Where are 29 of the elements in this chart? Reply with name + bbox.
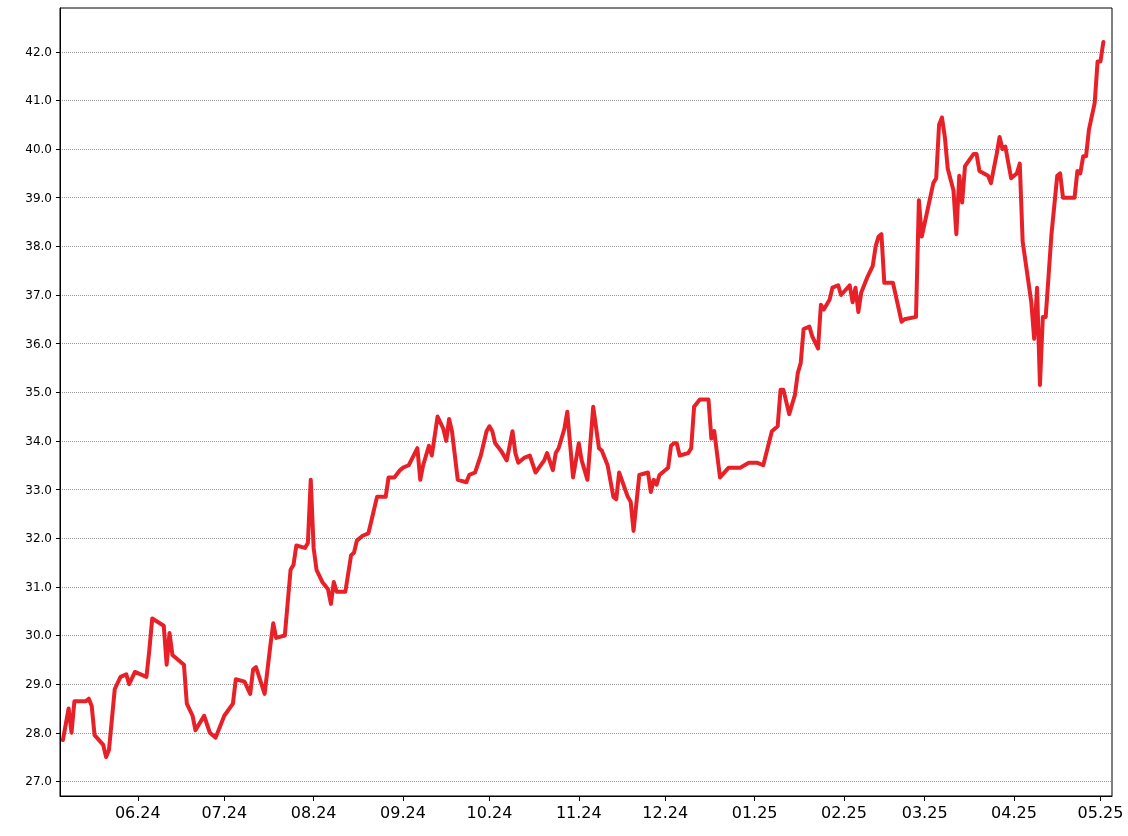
y-tick-label: 31.0 (25, 579, 52, 594)
y-tick-label: 39.0 (25, 190, 52, 205)
y-tick-label: 33.0 (25, 482, 52, 497)
y-tick-label: 35.0 (25, 385, 52, 400)
x-tick-label: 05.25 (1077, 802, 1124, 822)
x-tick-label: 02.25 (821, 802, 867, 822)
y-tick-label: 30.0 (25, 628, 52, 643)
x-tick-label: 04.25 (991, 802, 1037, 822)
y-tick-label: 28.0 (25, 725, 52, 740)
y-tick-label: 27.0 (25, 774, 52, 789)
y-tick-label: 38.0 (25, 239, 52, 254)
y-tick-label: 32.0 (25, 531, 52, 546)
y-tick-label: 42.0 (25, 44, 52, 59)
x-tick-label: 11.24 (555, 802, 602, 822)
x-tick-label: 01.25 (731, 802, 778, 822)
y-tick-label: 36.0 (25, 336, 52, 351)
y-tick-label: 34.0 (25, 433, 52, 448)
x-tick-label: 09.24 (380, 802, 426, 822)
y-tick-label: 40.0 (25, 142, 52, 157)
y-tick-label: 41.0 (25, 93, 52, 108)
line-series (60, 40, 1106, 760)
x-tick-label: 03.25 (901, 802, 948, 822)
x-tick-label: 10.24 (466, 802, 513, 822)
x-tick-label: 07.24 (201, 802, 248, 822)
y-tick-label: 37.0 (25, 287, 52, 302)
y-tick-label: 29.0 (25, 677, 52, 692)
x-tick-label: 12.24 (642, 802, 689, 822)
x-tick-label: 08.24 (290, 802, 337, 822)
x-tick-label: 06.24 (114, 802, 161, 822)
